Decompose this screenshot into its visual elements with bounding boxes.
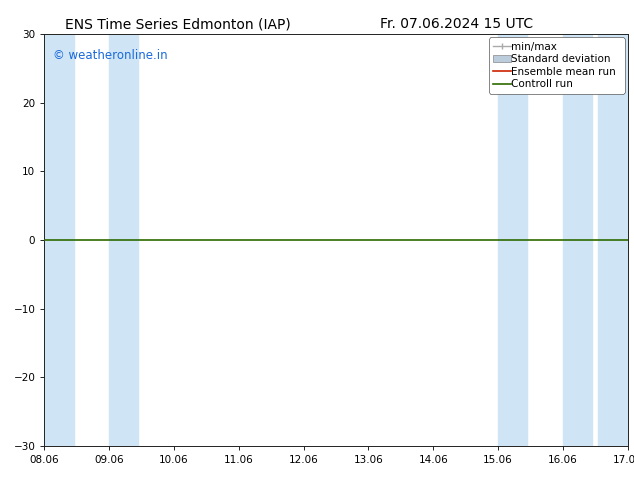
Text: Fr. 07.06.2024 15 UTC: Fr. 07.06.2024 15 UTC [380,17,533,31]
Bar [598,34,628,446]
Legend: min/max, Standard deviation, Ensemble mean run, Controll run: min/max, Standard deviation, Ensemble me… [489,37,624,94]
Bar [109,34,138,446]
Text: ENS Time Series Edmonton (IAP): ENS Time Series Edmonton (IAP) [65,17,290,31]
Bar [498,34,527,446]
Bar [44,34,74,446]
Text: © weatheronline.in: © weatheronline.in [53,49,168,62]
Bar [563,34,592,446]
